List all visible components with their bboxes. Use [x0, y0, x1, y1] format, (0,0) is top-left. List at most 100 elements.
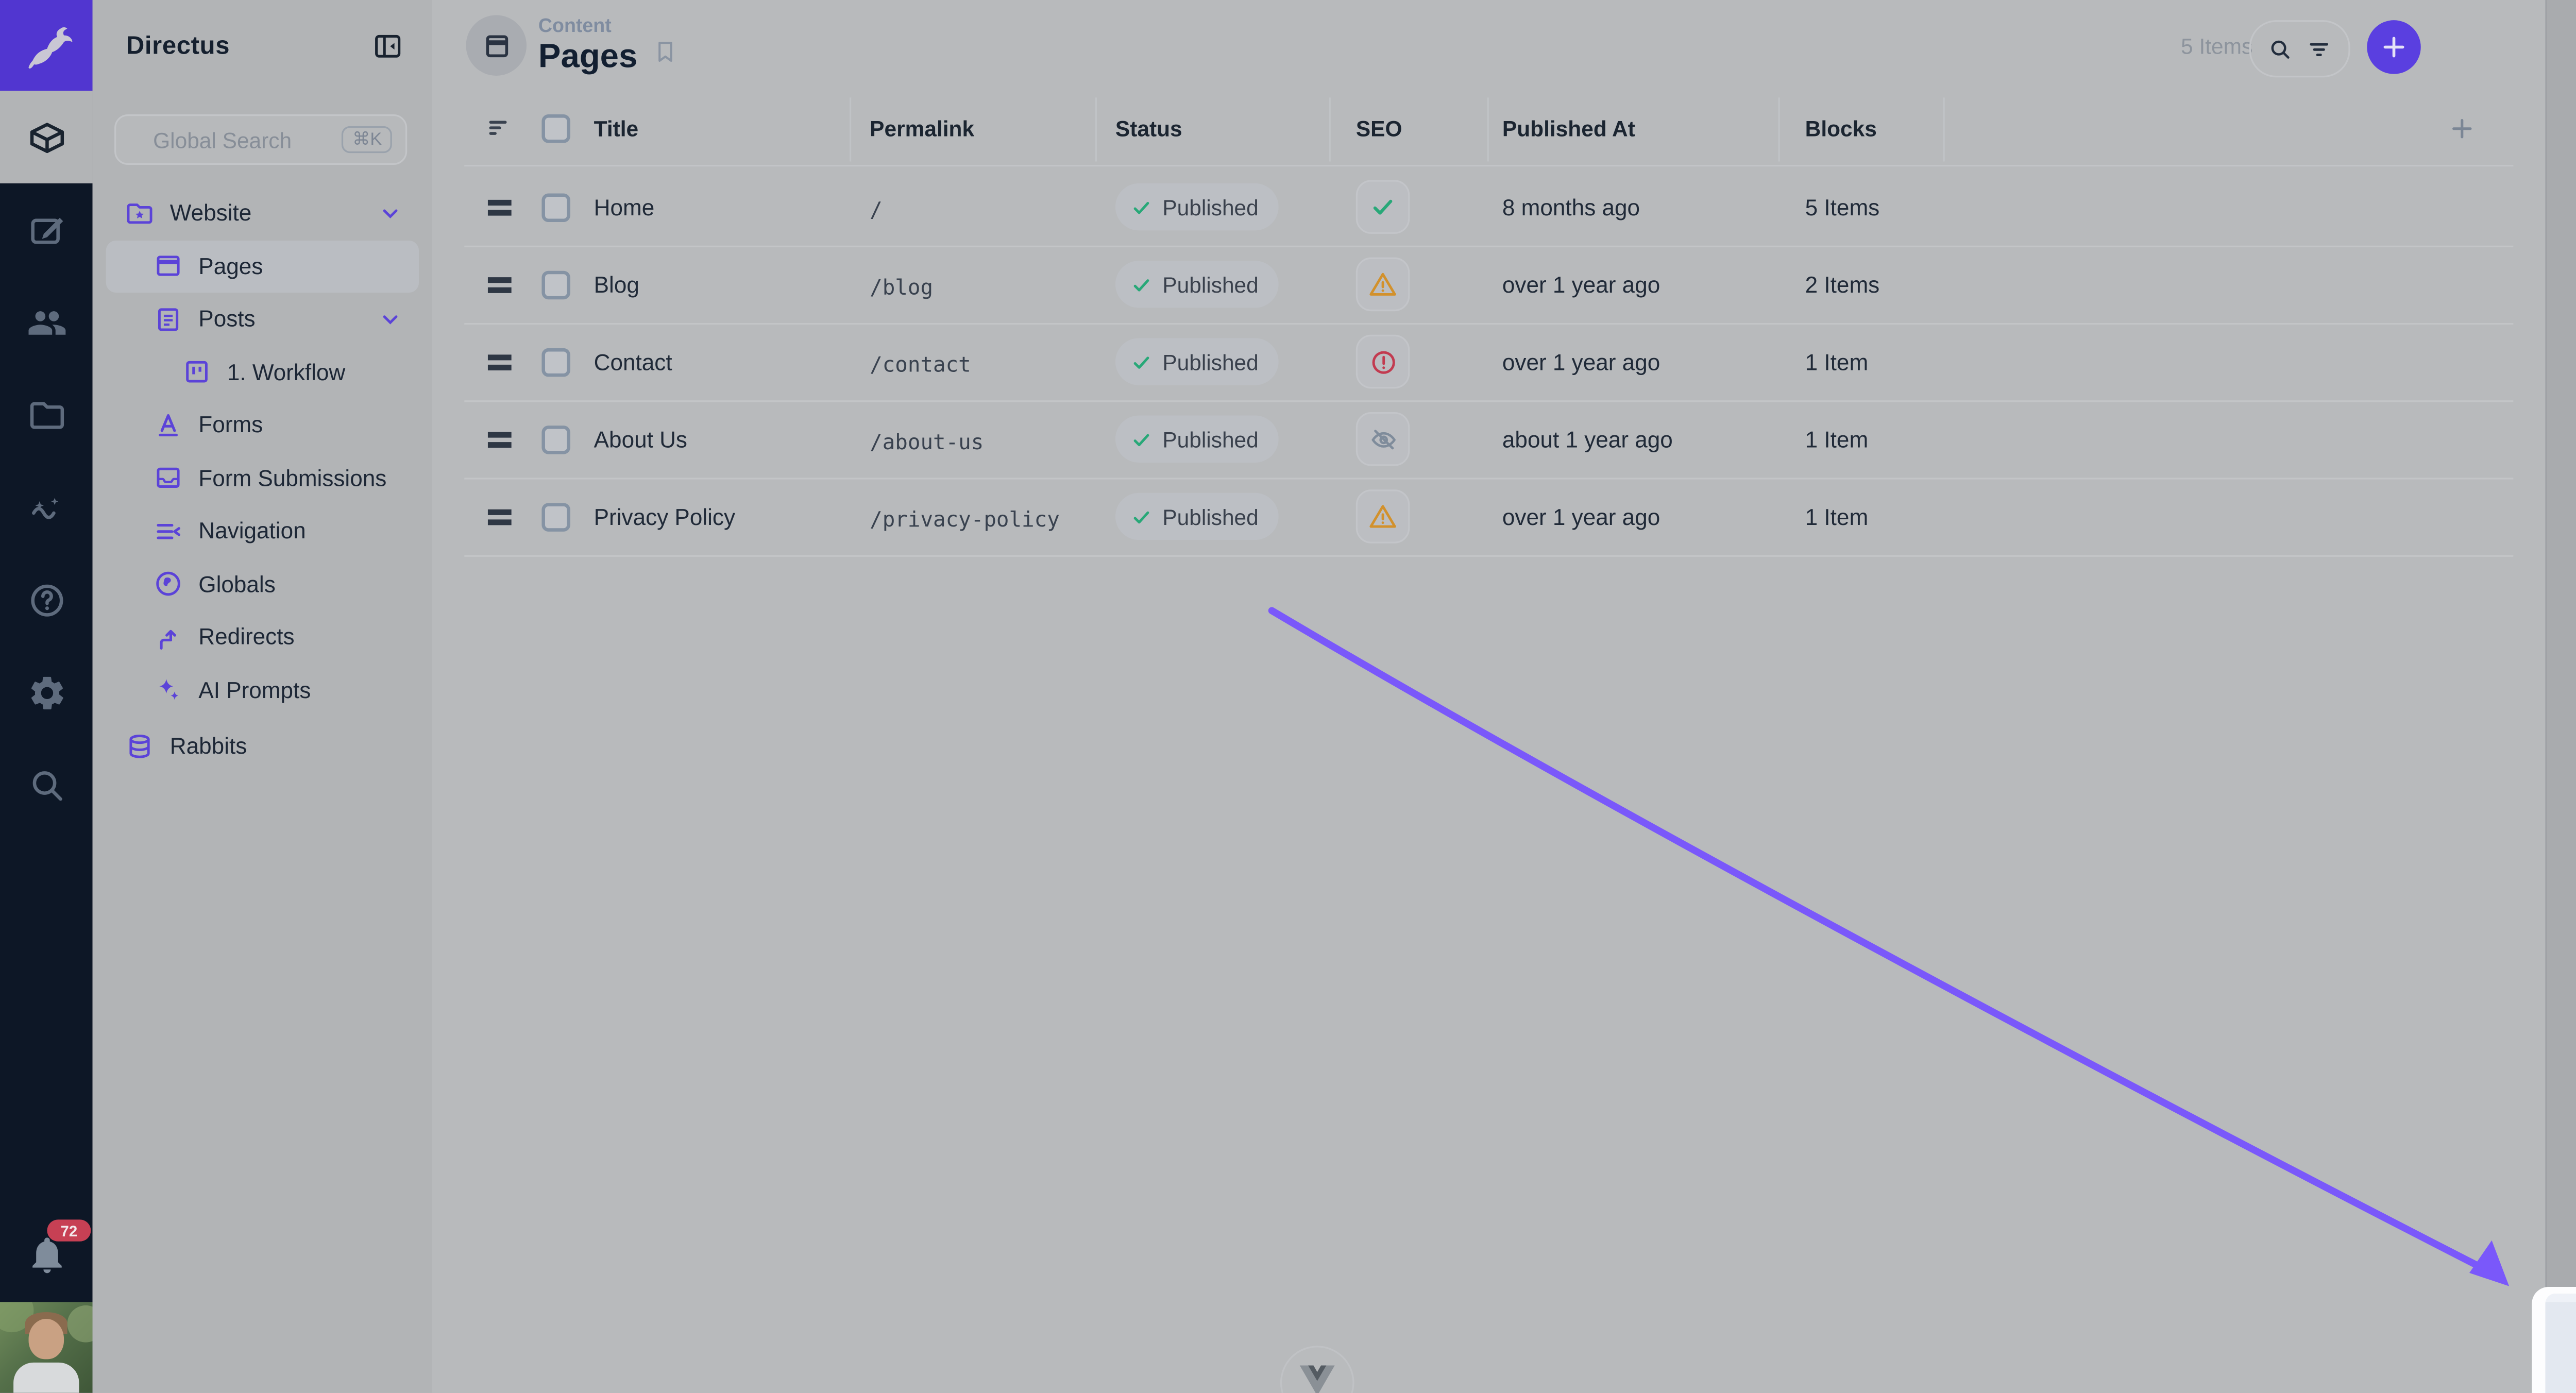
drag-handle-icon[interactable]: [486, 353, 513, 372]
bookmark-icon[interactable]: [653, 37, 678, 66]
search-icon[interactable]: [2268, 36, 2293, 61]
module-help[interactable]: [0, 553, 93, 646]
sidebar-item-pages[interactable]: Pages: [106, 240, 419, 293]
sidebar-item-forms[interactable]: Forms: [106, 399, 419, 452]
sidebar-item-posts[interactable]: Posts: [106, 293, 419, 346]
module-insights[interactable]: [0, 461, 93, 554]
notifications-button[interactable]: 72: [0, 1208, 93, 1302]
breadcrumb[interactable]: Content: [538, 16, 612, 37]
filter-icon[interactable]: [2307, 36, 2332, 61]
import-export-button[interactable]: [2547, 284, 2576, 359]
sidebar-item-redirects[interactable]: Redirects: [106, 610, 419, 664]
row-checkbox[interactable]: [541, 193, 570, 223]
manual-sort-icon[interactable]: [486, 114, 513, 141]
status-badge: Published: [1115, 415, 1279, 463]
help-icon: [30, 584, 62, 616]
sidebar-item-label: Navigation: [198, 518, 306, 544]
column-header-published-at[interactable]: Published At: [1502, 116, 1635, 142]
table-row[interactable]: Contact /contact Published over 1 year a…: [432, 323, 2513, 400]
redirect-arrow-icon: [160, 629, 176, 650]
cell-blocks: 1 Item: [1805, 350, 1869, 376]
cell-published-at: over 1 year ago: [1502, 504, 1660, 530]
flows-button[interactable]: [2547, 375, 2576, 449]
cell-permalink: /privacy-policy: [870, 506, 1060, 532]
directus-logo[interactable]: [0, 0, 93, 93]
letter-a-icon: [159, 414, 178, 436]
right-sidebar: [2545, 0, 2576, 1393]
gear-icon: [30, 676, 63, 709]
status-badge: Published: [1115, 183, 1279, 231]
check-icon: [1133, 201, 1149, 213]
row-checkbox[interactable]: [541, 426, 570, 454]
drag-handle-icon[interactable]: [486, 508, 513, 526]
globe-icon: [156, 572, 180, 597]
notification-badge: 72: [47, 1219, 91, 1242]
seo-status-warning: [1355, 257, 1410, 312]
navigation-sidebar: Directus Global Search ⌘K Website: [92, 0, 433, 1393]
check-icon: [1133, 433, 1149, 446]
cell-blocks: 1 Item: [1805, 427, 1869, 453]
seo-status-hidden: [1355, 412, 1410, 466]
table-row[interactable]: Home / Published 8 months ago 5 Items: [432, 168, 2513, 246]
row-checkbox[interactable]: [541, 503, 570, 532]
collapse-sidebar-button[interactable]: [372, 30, 404, 62]
sidebar-item-globals[interactable]: Globals: [106, 557, 419, 610]
sidebar-item-workflow[interactable]: 1. Workflow: [106, 346, 419, 399]
page-title: Pages: [538, 39, 638, 76]
sidebar-item-label: Forms: [198, 412, 263, 438]
sidebar-item-label: 1. Workflow: [227, 359, 346, 385]
sidebar-item-label: Posts: [198, 307, 256, 332]
sidebar-item-label: Website: [170, 200, 252, 226]
select-all-checkbox[interactable]: [541, 114, 570, 143]
row-checkbox[interactable]: [541, 348, 570, 377]
table-row[interactable]: Privacy Policy /privacy-policy Published…: [432, 478, 2513, 555]
warning-icon: [1369, 273, 1396, 296]
cell-title: About Us: [594, 427, 687, 453]
row-checkbox[interactable]: [541, 270, 570, 300]
table-row[interactable]: Blog /blog Published over 1 year ago 2 I…: [432, 246, 2513, 323]
drag-handle-icon[interactable]: [486, 276, 513, 295]
module-editor[interactable]: [0, 183, 93, 276]
global-search-input[interactable]: Global Search ⌘K: [114, 114, 408, 165]
search-shortcut-badge: ⌘K: [342, 126, 392, 154]
column-header-seo[interactable]: SEO: [1355, 116, 1402, 142]
column-header-title[interactable]: Title: [594, 116, 639, 142]
sidebar-item-ai-prompts[interactable]: AI Prompts: [106, 664, 419, 717]
module-content[interactable]: [0, 91, 93, 183]
module-settings[interactable]: [0, 646, 93, 739]
sidebar-item-navigation[interactable]: Navigation: [106, 505, 419, 558]
module-users[interactable]: [0, 276, 93, 369]
column-header-permalink[interactable]: Permalink: [870, 116, 975, 142]
column-header-status[interactable]: Status: [1115, 116, 1182, 142]
item-count: 5 Items: [2181, 33, 2253, 59]
user-avatar[interactable]: [0, 1302, 93, 1393]
add-column-button[interactable]: [2448, 114, 2477, 143]
sidebar-item-label: Pages: [198, 253, 263, 279]
ai-assistant-card[interactable]: [2532, 1286, 2576, 1393]
cell-published-at: about 1 year ago: [1502, 427, 1673, 453]
sidebar-item-website[interactable]: Website: [106, 186, 419, 240]
chevron-down-icon[interactable]: [379, 308, 402, 332]
drag-handle-icon[interactable]: [486, 431, 513, 449]
status-badge: Published: [1115, 492, 1279, 540]
ai-card-panel: [2545, 1294, 2576, 1393]
edit-icon: [30, 217, 62, 243]
column-header-blocks[interactable]: Blocks: [1805, 116, 1877, 142]
eye-off-icon: [1370, 429, 1395, 449]
status-badge: Published: [1115, 338, 1279, 385]
sidebar-item-rabbits[interactable]: Rabbits: [106, 720, 419, 773]
archive-button[interactable]: [2547, 101, 2576, 175]
cell-title: Contact: [594, 350, 672, 376]
cell-permalink: /contact: [870, 351, 971, 377]
layers-button[interactable]: [2547, 8, 2576, 82]
sidebar-item-label: AI Prompts: [198, 677, 311, 703]
module-bar: 72: [0, 0, 93, 1393]
module-search[interactable]: [0, 738, 93, 831]
drag-handle-icon[interactable]: [486, 198, 513, 217]
sidebar-item-form-submissions[interactable]: Form Submissions: [106, 452, 419, 505]
table-row[interactable]: About Us /about-us Published about 1 yea…: [432, 400, 2513, 478]
sync-disabled-button[interactable]: [2547, 195, 2576, 269]
module-files[interactable]: [0, 368, 93, 461]
chevron-down-icon[interactable]: [379, 202, 402, 226]
create-item-button[interactable]: [2367, 20, 2421, 74]
